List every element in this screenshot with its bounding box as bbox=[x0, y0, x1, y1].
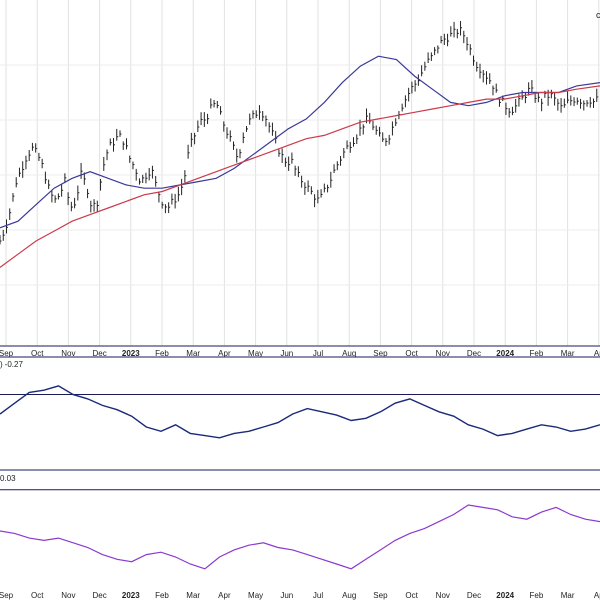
x-tick-label: Dec bbox=[92, 349, 106, 358]
x-tick-label-bottom: 2023 bbox=[122, 591, 140, 600]
x-tick-label-bottom: Sep bbox=[0, 591, 14, 600]
price-panel-frame bbox=[0, 0, 600, 346]
x-tick-label-bottom: Dec bbox=[92, 591, 106, 600]
x-tick-label: Nov bbox=[61, 349, 75, 358]
x-tick-label: 2023 bbox=[122, 349, 140, 358]
x-tick-label: May bbox=[248, 349, 263, 358]
x-tick-label-bottom: Feb bbox=[155, 591, 169, 600]
x-axis-ticks: Sep Oct Nov Dec 2023 Feb Mar Apr May Jun Jul Aug Sep… bbox=[0, 349, 600, 358]
x-tick-label: Feb bbox=[155, 349, 169, 358]
indicator-2-panel: 0.03 bbox=[0, 469, 600, 570]
x-tick-label-bottom: Ap bbox=[594, 591, 600, 600]
x-tick-label-bottom: Jun bbox=[280, 591, 293, 600]
x-tick-label-bottom: Mar bbox=[186, 591, 200, 600]
x-axis: Sep Oct Nov Dec 2023 Feb Mar Apr May Jun Jul Aug Sep… bbox=[0, 349, 600, 358]
x-tick-label: Sep bbox=[0, 349, 14, 358]
price-grid bbox=[0, 0, 600, 346]
x-tick-label-bottom: Nov bbox=[436, 591, 450, 600]
indicator-2-value-label: 0.03 bbox=[0, 474, 16, 483]
bottom-x-axis-ticks: Sep Oct Nov Dec 2023 Feb Mar Apr May Jun Jul Aug Sep… bbox=[0, 591, 600, 600]
x-tick-label: Mar bbox=[186, 349, 200, 358]
moving-average-long-line bbox=[0, 85, 600, 268]
x-tick-label-bottom: Nov bbox=[61, 591, 75, 600]
x-tick-label: Ap bbox=[594, 349, 600, 358]
x-tick-label-bottom: Feb bbox=[530, 591, 544, 600]
x-tick-label: Aug bbox=[342, 349, 356, 358]
x-tick-label: Oct bbox=[31, 349, 44, 358]
indicator-1-panel: ) -0.27 bbox=[0, 356, 600, 439]
x-tick-label-bottom: Aug bbox=[342, 591, 356, 600]
x-tick-label: Mar bbox=[561, 349, 575, 358]
x-tick-label-bottom: 2024 bbox=[496, 591, 514, 600]
x-tick-label: Oct bbox=[405, 349, 418, 358]
x-tick-label: 2024 bbox=[496, 349, 514, 358]
x-tick-label-bottom: Apr bbox=[218, 591, 231, 600]
x-tick-label: Jun bbox=[280, 349, 293, 358]
x-tick-label: Nov bbox=[436, 349, 450, 358]
price-panel: c bbox=[0, 0, 600, 347]
x-tick-label-bottom: Oct bbox=[405, 591, 418, 600]
indicator-2-line bbox=[0, 504, 600, 570]
x-tick-label: Sep bbox=[373, 349, 388, 358]
x-tick-label-bottom: Jul bbox=[313, 591, 323, 600]
x-tick-label-bottom: Mar bbox=[561, 591, 575, 600]
x-tick-label-bottom: Oct bbox=[31, 591, 44, 600]
moving-averages bbox=[0, 55, 600, 268]
x-tick-label: Feb bbox=[530, 349, 544, 358]
x-tick-label: Dec bbox=[467, 349, 481, 358]
x-tick-label-bottom: Dec bbox=[467, 591, 481, 600]
x-tick-label: Jul bbox=[313, 349, 323, 358]
x-tick-label: Apr bbox=[218, 349, 231, 358]
indicator-1-line bbox=[0, 385, 600, 439]
x-tick-label-bottom: May bbox=[248, 591, 263, 600]
x-tick-label-bottom: Sep bbox=[373, 591, 388, 600]
indicator-1-value-label: ) -0.27 bbox=[0, 360, 23, 369]
top-right-label: c bbox=[596, 10, 600, 20]
